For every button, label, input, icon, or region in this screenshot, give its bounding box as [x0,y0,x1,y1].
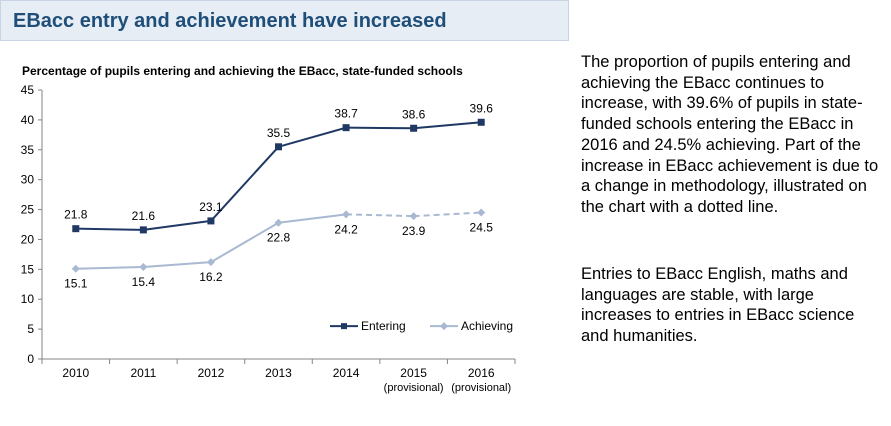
y-tick-label: 25 [21,203,35,217]
entering-data-label: 23.1 [199,200,223,214]
page-title: EBacc entry and achievement have increas… [13,10,447,32]
entering-line-segment [346,126,414,130]
achieving-line-segment [75,265,144,270]
entering-data-label: 21.6 [132,209,156,223]
summary-paragraph-2: Entries to EBacc English, maths and lang… [581,265,855,346]
legend-achieving-label: Achieving [461,319,513,333]
x-tick-label: 2015 [400,366,427,380]
y-tick-label: 40 [21,113,35,127]
title-bar: EBacc entry and achievement have increas… [0,0,569,41]
achieving-line-segment [143,261,211,268]
entering-point [139,226,147,234]
achieving-data-label: 24.2 [334,222,358,236]
achieving-point [274,218,283,227]
entering-point [207,217,215,225]
x-tick-label: 2012 [198,366,225,380]
x-tick-sublabel: (provisional) [384,382,444,394]
entering-data-label: 39.6 [470,101,494,115]
entering-line-segment [210,146,280,222]
achieving-line-segment [210,221,280,264]
entering-line-segment [143,219,212,231]
legend-entering-marker [341,323,347,330]
achieving-data-label: 15.1 [64,277,88,291]
y-tick-label: 35 [21,143,35,157]
chart-title: Percentage of pupils entering and achiev… [22,64,463,78]
achieving-data-label: 22.8 [267,231,291,245]
y-tick-label: 0 [27,352,34,366]
entering-point [342,124,350,132]
y-tick-label: 15 [21,262,35,276]
x-tick-label: 2014 [333,366,360,380]
y-tick-label: 30 [21,173,35,187]
entering-line-segment [75,227,144,231]
entering-point [477,118,485,126]
entering-point [410,124,418,132]
entering-data-label: 21.8 [64,208,88,222]
entering-data-label: 38.7 [334,107,358,121]
achieving-point [71,264,80,273]
achieving-data-label: 15.4 [132,275,156,289]
achieving-point [477,208,486,217]
entering-data-label: 35.5 [267,126,291,140]
y-tick-label: 45 [21,83,35,97]
entering-line-segment [413,121,482,130]
achieving-point [206,258,215,267]
entering-line-segment [278,126,347,148]
achieving-point [139,262,148,271]
legend-entering-label: Entering [361,319,406,333]
y-tick-label: 20 [21,232,35,246]
legend-achieving-marker [440,322,448,331]
y-tick-label: 5 [27,322,34,336]
achieving-data-label: 23.9 [402,224,426,238]
achieving-point [409,212,418,221]
x-tick-sublabel: (provisional) [451,382,511,394]
achieving-line-segment [413,211,482,218]
achieving-data-label: 16.2 [199,270,223,284]
achieving-line-segment [346,213,414,218]
y-tick-label: 10 [21,292,35,306]
entering-point [72,225,80,233]
x-tick-label: 2010 [62,366,89,380]
achieving-line-segment [278,213,347,224]
entering-point [275,143,282,151]
x-tick-label: 2011 [130,366,156,380]
line-chart: 0 5 10 15 20 25 30 35 40 45 2010 2011 2012 2013 2014 20… [21,83,516,394]
x-tick-label: 2016 [468,366,495,380]
achieving-data-label: 24.5 [470,221,494,235]
summary-paragraph-1: The proportion of pupils entering and ac… [581,53,879,216]
achieving-point [342,210,351,219]
x-tick-label: 2013 [265,366,292,380]
entering-data-label: 38.6 [402,107,426,121]
